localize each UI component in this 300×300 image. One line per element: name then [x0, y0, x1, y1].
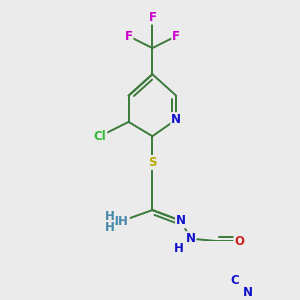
- Text: H: H: [105, 209, 114, 223]
- Text: F: F: [124, 30, 133, 43]
- Text: N: N: [176, 214, 186, 227]
- Text: N: N: [171, 113, 181, 126]
- Text: S: S: [148, 156, 157, 169]
- Text: C: C: [230, 274, 239, 287]
- Text: Cl: Cl: [94, 130, 106, 143]
- Text: N: N: [243, 286, 253, 299]
- Text: NH: NH: [109, 215, 129, 229]
- Text: O: O: [234, 235, 244, 248]
- Text: F: F: [148, 11, 156, 24]
- Text: H: H: [174, 242, 184, 255]
- Text: N: N: [185, 232, 196, 245]
- Text: H: H: [105, 221, 114, 235]
- Text: F: F: [172, 30, 180, 43]
